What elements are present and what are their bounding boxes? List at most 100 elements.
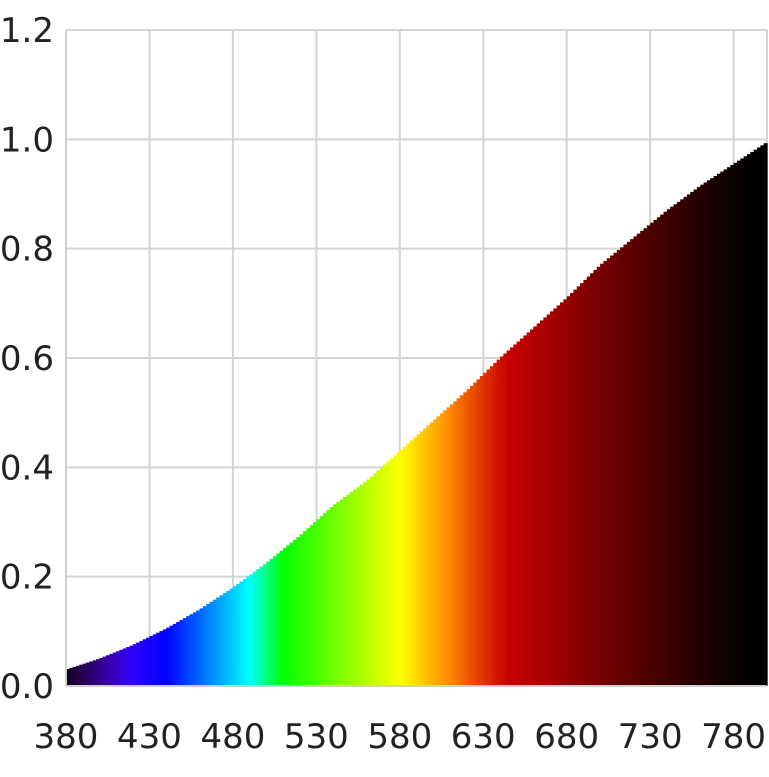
spectrum-bar [443,410,448,686]
spectrum-bar [339,499,344,686]
spectrum-bar [122,648,127,686]
spectrum-bar [650,222,655,686]
spectrum-bar [196,610,201,686]
spectrum-bar [493,362,498,686]
spectrum-bar [299,534,304,686]
spectrum-bar [586,276,591,686]
spectrum-bar [680,199,685,686]
spectrum-bar [262,564,267,686]
spectrum-bar [596,266,601,686]
spectrum-bar [399,449,404,686]
spectrum-bar [733,162,738,687]
x-tick-label: 680 [534,717,599,757]
spectrum-bar [700,184,705,686]
x-tick-label: 380 [34,717,99,757]
spectrum-bar [620,247,625,687]
spectrum-bar [519,338,524,686]
spectrum-bar [416,434,421,686]
spectrum-bar [429,422,434,686]
spectrum-bar [499,356,504,686]
spectrum-bar [686,194,691,686]
spectrum-bar [396,452,401,686]
spectrum-bar [202,606,207,686]
spectrum-bar [96,659,100,686]
spectrum-bar [389,458,394,686]
spectrum-bar [616,250,621,686]
y-tick-label: 0.2 [0,558,54,598]
spectrum-bar [129,645,134,686]
spectrum-bar [600,263,605,686]
spectrum-bar [386,461,391,686]
spectrum-bar [473,382,478,686]
spectrum-bar [266,561,271,686]
spectrum-bar [716,173,721,686]
spectrum-bar [373,473,378,686]
spectrum-bar [406,443,411,686]
spectrum-bar [583,279,588,686]
spectrum-bar [536,323,541,686]
spectrum-bar [126,647,131,686]
x-tick-label: 780 [701,717,766,757]
spectrum-bar [379,467,384,686]
y-tick-label: 0.8 [0,230,54,270]
spectrum-bar [459,395,464,686]
spectrum-bar [613,252,618,686]
spectrum-bar [286,545,291,686]
spectrum-bar [466,389,471,686]
x-tick-label: 730 [618,717,683,757]
spectrum-bar [333,504,337,686]
spectrum-bar [72,666,77,686]
spectrum-bar [242,578,247,686]
spectrum-bar [720,171,725,687]
spectrum-bar [79,664,84,686]
spectrum-bar [69,667,74,686]
y-tick-label: 0.0 [0,667,54,707]
spectrum-bar [643,228,648,687]
spectrum-bar [456,398,461,686]
spectrum-bar [526,332,531,686]
spectrum-bar [239,581,244,686]
spectrum-bar [593,269,598,686]
y-axis-tick-labels: 0.0 0.2 0.4 0.6 0.8 1.0 1.2 [0,11,54,707]
y-tick-label: 0.4 [0,448,54,488]
spectrum-bar [359,484,364,686]
spectrum-bar [252,571,257,686]
spectrum-bar [272,556,277,686]
spectrum-bar [486,369,491,686]
spectrum-bar [530,329,534,686]
spectrum-bar [670,206,675,686]
spectrum-bar [199,608,204,686]
spectrum-bar [152,634,157,686]
y-tick-label: 1.0 [0,120,54,160]
spectrum-bar [436,416,441,686]
spectrum-bar [710,178,715,686]
spectrum-bar [159,631,164,686]
spectrum-bar [279,550,284,686]
x-tick-label: 530 [284,717,349,757]
x-tick-label: 430 [117,717,182,757]
spectrum-bar [259,566,264,686]
spectrum-bar [623,244,628,686]
spectrum-bar [640,230,645,686]
spectrum-bar [576,286,581,686]
spectrum-bar [750,151,755,686]
spectrum-bar [753,149,758,687]
spectrum-bar [703,182,708,686]
spectrum-bar [269,558,274,686]
spectrum-bar [606,258,611,686]
spectrum-bar [363,482,368,686]
spectrum-bar [723,169,728,686]
spectrum-bar [186,616,191,686]
spectrum-bar [282,547,287,686]
spectrum-bar [212,599,217,686]
spectrum-bar [513,344,518,686]
x-tick-label: 630 [451,717,516,757]
spectrum-bar [316,519,321,686]
spectrum-bar [660,214,665,686]
spectrum-bar [326,510,331,686]
spectrum-bar [89,661,94,686]
spectrum-bar [516,341,521,686]
spectrum-bar [479,376,484,686]
spectrum-bar [656,217,661,687]
spectrum-bar [112,652,117,686]
